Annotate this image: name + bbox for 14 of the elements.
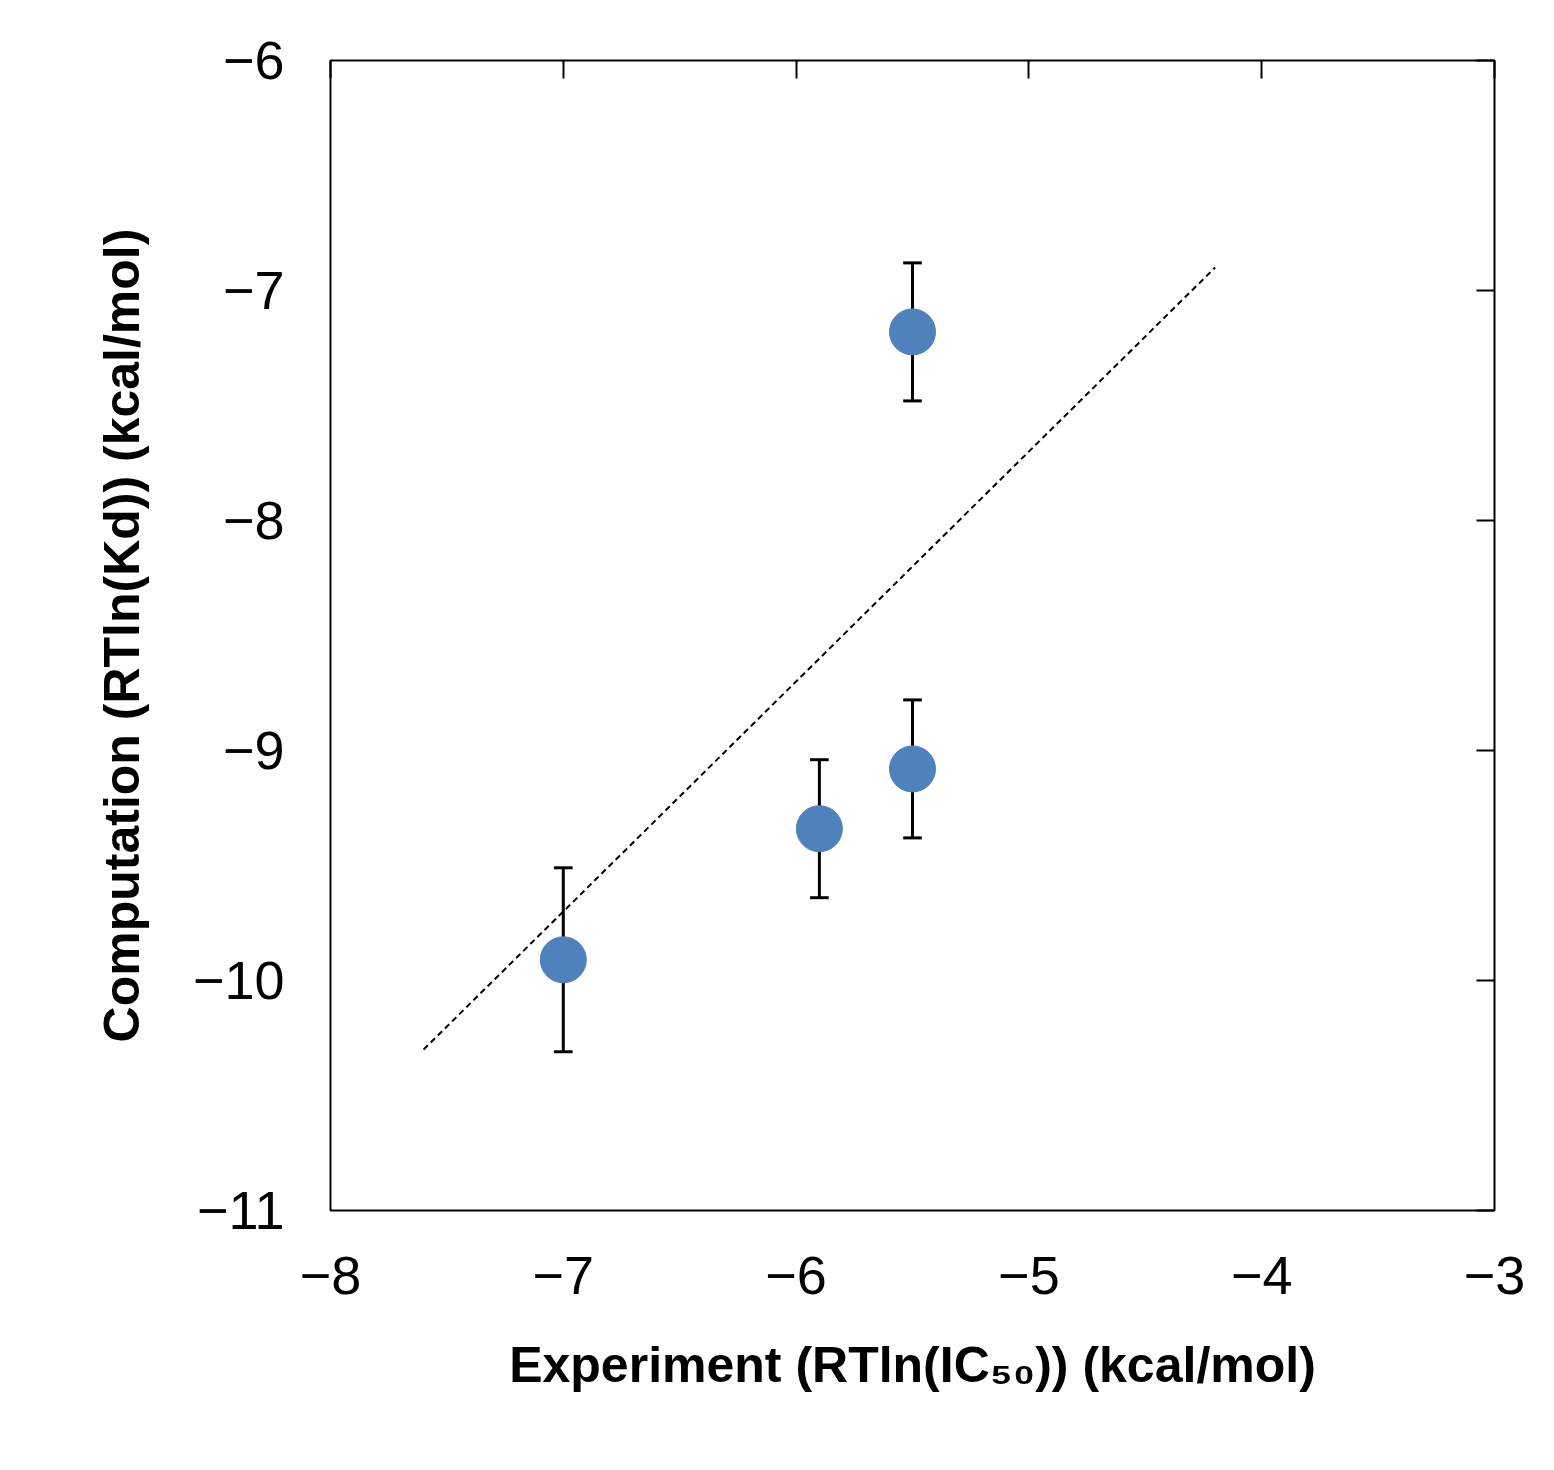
y-tick-label: −6: [222, 30, 285, 90]
y-tick-label: −7: [222, 260, 285, 320]
y-tick-label: −11: [196, 1180, 285, 1240]
x-tick-label: −8: [299, 1244, 362, 1305]
y-axis-title: Computation (RTln(Kd)) (kcal/mol): [93, 228, 150, 1043]
x-tick-label: −3: [1463, 1244, 1526, 1305]
x-tick-label: −5: [998, 1244, 1060, 1305]
x-tick-label: −7: [532, 1244, 595, 1305]
x-tick-label: −6: [765, 1244, 827, 1305]
y-tick-label: −10: [192, 950, 285, 1010]
y-tick-label: −9: [222, 720, 285, 780]
x-axis-title: Experiment (RTln(IC₅₀)) (kcal/mol): [509, 1336, 1316, 1393]
y-tick-label: −8: [222, 490, 285, 550]
x-tick-label: −4: [1230, 1244, 1293, 1305]
